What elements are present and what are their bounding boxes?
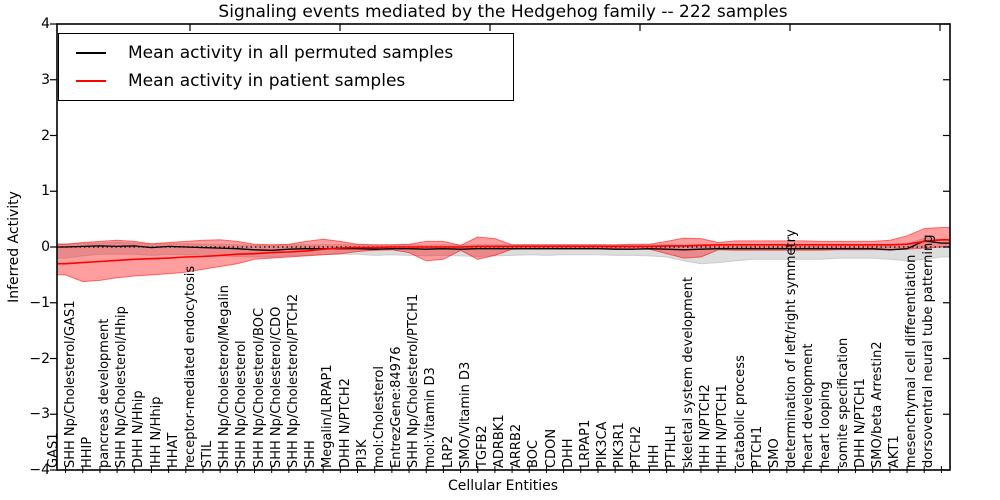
x-tick-label: IHH N/PTCH1 — [715, 384, 731, 468]
y-tick-label: −2 — [29, 350, 50, 367]
x-tick-label: DHH N/PTCH1 — [852, 378, 868, 468]
x-axis-label: Cellular Entities — [447, 478, 559, 494]
x-tick-label: SHH Np/Cholesterol — [234, 340, 250, 468]
legend-item-permuted: Mean activity in all permuted samples — [59, 43, 513, 63]
x-tick-label: catabolic process — [732, 355, 748, 468]
x-tick-label: IHH N/PTCH2 — [698, 384, 714, 468]
x-tick-label: mol:Vitamin D3 — [423, 367, 439, 468]
y-tick-label: −4 — [29, 462, 50, 478]
x-tick-label: PTCH2 — [629, 425, 645, 468]
x-tick-label: BOC — [526, 440, 542, 468]
legend-label-permuted: Mean activity in all permuted samples — [128, 42, 454, 63]
x-tick-label: heart development — [801, 343, 817, 468]
y-tick-label: 2 — [41, 127, 50, 144]
x-tick-label: mol:Cholesterol — [371, 366, 387, 468]
x-tick-label: PTCH1 — [749, 425, 765, 468]
x-tick-label: SMO/Vitamin D3 — [457, 361, 473, 468]
x-tick-label: DHH — [560, 438, 576, 468]
x-tick-label: LRPAP1 — [577, 419, 593, 468]
x-tick-label: somite specification — [835, 337, 851, 468]
legend-line-sample-black — [76, 51, 106, 54]
y-tick-label: −3 — [29, 406, 50, 423]
x-tick-label: CDON — [543, 428, 559, 468]
x-tick-label: SMO/beta Arrestin2 — [869, 341, 885, 468]
x-tick-label: HHIP — [79, 436, 95, 468]
legend-line-sample-red — [76, 80, 106, 83]
x-tick-label: skeletal system development — [680, 276, 696, 468]
chart-title: Signaling events mediated by the Hedgeho… — [218, 2, 788, 22]
x-tick-label: IHH N/Hhip — [148, 396, 164, 469]
x-tick-label: PI3K — [354, 439, 370, 468]
x-tick-label: SHH Np/Cholesterol/Hhip — [114, 306, 130, 468]
x-tick-label: DHH N/Hhip — [131, 390, 147, 468]
patient-mean-line — [57, 239, 950, 265]
y-tick-label: −1 — [29, 294, 50, 311]
legend: Mean activity in all permuted samples Me… — [58, 33, 514, 101]
x-tick-label: SHH Np/Cholesterol/PTCH2 — [286, 293, 301, 468]
x-tick-label: IHH — [646, 444, 662, 468]
x-tick-label: SHH Np/Cholesterol/BOC — [251, 307, 267, 468]
x-tick-label: DHH N/PTCH2 — [337, 378, 353, 468]
x-tick-label: GAS1 — [45, 432, 61, 469]
x-tick-label: ARRB2 — [509, 423, 525, 468]
x-tick-label: pancreas development — [97, 318, 113, 468]
x-tick-label: PTHLH — [663, 425, 679, 468]
y-tick-label: 0 — [41, 239, 50, 255]
x-tick-label: TGFB2 — [474, 425, 490, 468]
x-tick-label: HHAT — [165, 432, 181, 468]
x-tick-label: LRP2 — [440, 435, 456, 468]
x-tick-label: EntrezGene:84976 — [389, 346, 405, 468]
y-tick-label: 3 — [41, 71, 50, 88]
x-tick-label: heart looping — [818, 381, 834, 468]
y-tick-label: 4 — [41, 16, 50, 32]
x-tick-label: SHH — [303, 440, 319, 468]
x-tick-label: receptor-mediated endocytosis — [182, 265, 198, 468]
x-tick-label: mesenchymal cell differentiation — [904, 254, 920, 468]
x-tick-label: ADRBK1 — [492, 414, 508, 468]
legend-item-patient: Mean activity in patient samples — [59, 71, 513, 91]
x-tick-label: SMO — [766, 438, 782, 468]
legend-label-patient: Mean activity in patient samples — [128, 71, 406, 92]
x-tick-label: dorsoventral neural tube patterning — [921, 234, 937, 468]
x-tick-label: determination of left/right symmetry — [784, 229, 800, 468]
x-tick-label: Megalin/LRPAP1 — [320, 364, 336, 468]
x-tick-label: STIL — [200, 440, 216, 468]
x-tick-label: SHH Np/Cholesterol/Megalin — [217, 285, 233, 468]
y-tick-label: 1 — [41, 183, 50, 200]
permuted-mean-line — [57, 240, 950, 251]
x-tick-label: SHH Np/Cholesterol/PTCH1 — [406, 293, 422, 468]
x-tick-label: AKT1 — [887, 435, 903, 468]
x-tick-label: PIK3R1 — [612, 422, 628, 468]
x-tick-label: SHH Np/Cholesterol/GAS1 — [62, 300, 78, 468]
x-tick-label: PIK3CA — [595, 421, 611, 468]
x-tick-label: SHH Np/Cholesterol/CDO — [268, 306, 284, 468]
